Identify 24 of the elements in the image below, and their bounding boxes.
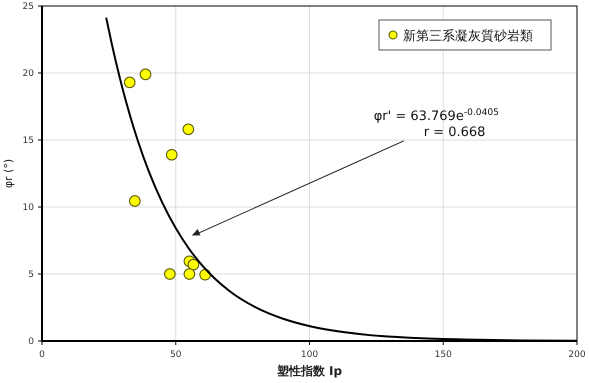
y-tick-label: 0: [28, 337, 34, 347]
y-axis-title: φr (°): [2, 158, 15, 188]
x-tick-label: 200: [568, 350, 586, 360]
y-tick-label: 10: [22, 203, 34, 213]
point: [140, 68, 152, 80]
point: [184, 268, 196, 280]
y-tick-label: 15: [22, 136, 34, 146]
legend-label: 新第三系凝灰質砂岩類: [403, 29, 533, 44]
annotation: φr' = 63.769e$^{-0.0405}$: [374, 108, 499, 124]
point: [124, 76, 136, 88]
point: [129, 195, 141, 207]
x-tick-label: 100: [300, 350, 318, 360]
point: [188, 258, 200, 270]
y-tick-label: 25: [22, 2, 34, 12]
y-tick-label: 20: [22, 69, 34, 79]
x-tick-label: 50: [170, 350, 182, 360]
y-tick-label: 5: [28, 270, 34, 280]
point: [166, 148, 178, 161]
point: [182, 123, 194, 136]
x-tick-label: 0: [39, 350, 46, 360]
point: [164, 268, 176, 280]
x-tick-label: 150: [434, 350, 452, 360]
annotation: r = 0.668: [424, 124, 486, 140]
x-axis-title: 塑性指数 Ip: [276, 364, 343, 378]
